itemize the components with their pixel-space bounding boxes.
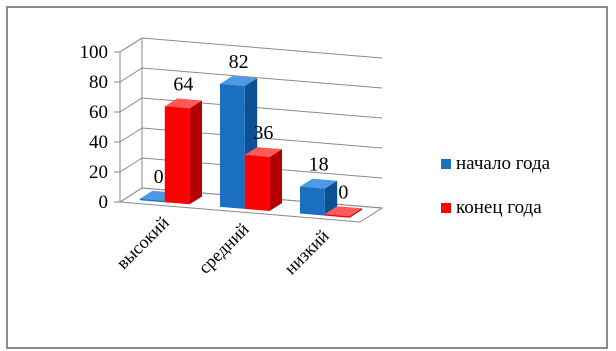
y-tick-label: 20: [89, 162, 108, 183]
grid-lines: [119, 37, 383, 209]
y-tick-label: 80: [89, 72, 108, 93]
bars-group: [140, 76, 362, 218]
bar-value-label: 82: [229, 51, 249, 73]
data-labels: 0 64 82 36 18 0: [154, 51, 349, 203]
gridline: [119, 157, 383, 179]
gridline: [119, 97, 383, 119]
gridline: [119, 67, 383, 89]
bar: [164, 98, 202, 205]
x-axis-categories: высокий средний низкий: [112, 212, 333, 278]
x-category-label: высокий: [112, 212, 173, 273]
bar-value-label: 0: [338, 181, 348, 203]
bar-value-label: 36: [253, 122, 273, 144]
side-wall: [119, 37, 143, 202]
y-tick-label: 40: [89, 132, 108, 153]
gridline: [119, 127, 383, 149]
bar: [244, 147, 282, 211]
x-category-label: средний: [194, 219, 253, 278]
legend-label: начало года: [456, 153, 551, 174]
bar-value-label: 18: [309, 154, 329, 176]
y-tick-label: 60: [89, 102, 108, 123]
y-tick-label: 0: [99, 192, 109, 213]
bar: [324, 206, 362, 218]
gridline: [119, 37, 383, 59]
legend-label: конец года: [456, 197, 542, 218]
legend-swatch: [441, 203, 451, 213]
y-tick-label: 100: [80, 42, 109, 63]
bar-value-label: 0: [154, 166, 164, 188]
bar-value-label: 64: [173, 74, 193, 96]
bar: [300, 178, 338, 216]
x-category-label: низкий: [280, 225, 333, 278]
legend: начало года конец года: [441, 153, 551, 218]
chart-frame: [6, 6, 608, 349]
legend-swatch: [441, 159, 451, 169]
y-axis: 0 20 40 60 80 100: [80, 42, 120, 213]
